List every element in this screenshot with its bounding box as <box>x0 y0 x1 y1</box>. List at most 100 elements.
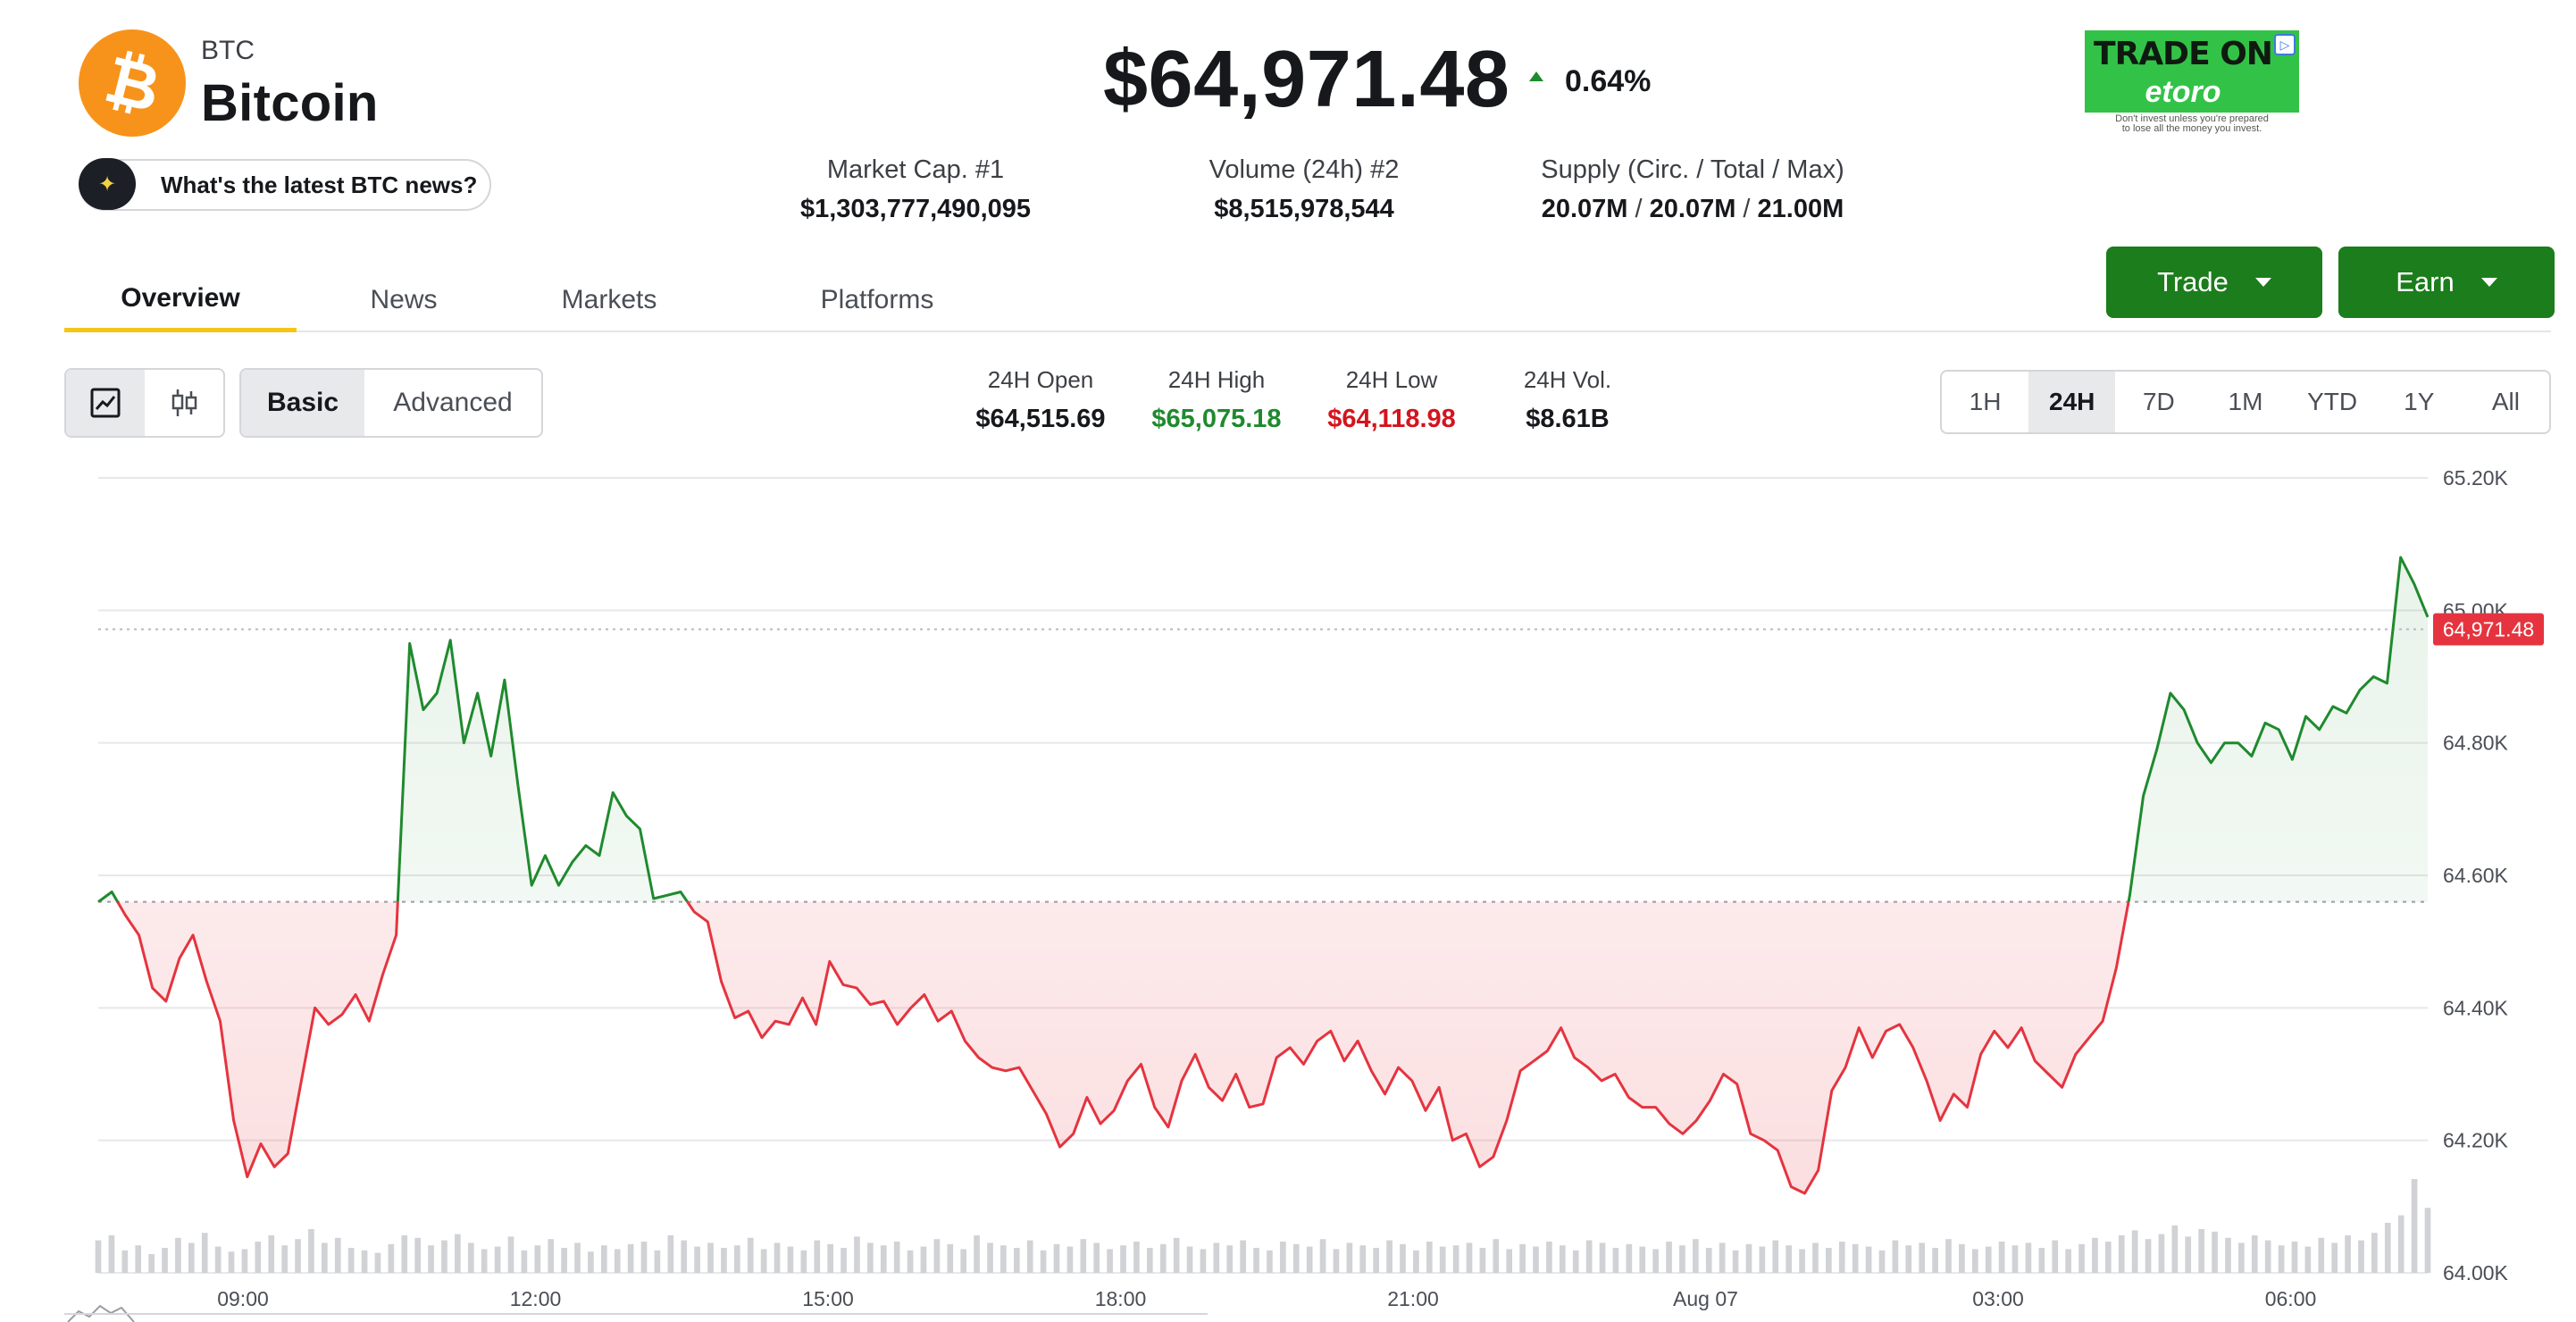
range-1m-button[interactable]: 1M <box>2228 388 2263 415</box>
volume-bar <box>814 1240 821 1273</box>
x-tick-label: 15:00 <box>802 1287 854 1310</box>
volume-bar <box>1386 1240 1393 1273</box>
ohlc-volume: 24H Vol. $8.61B <box>1478 366 1657 434</box>
volume-bar <box>974 1235 980 1273</box>
volume-bar <box>2331 1243 2338 1273</box>
volume-bar <box>920 1246 927 1273</box>
volume-bar <box>1546 1242 1552 1273</box>
volume-bar <box>1932 1248 1938 1273</box>
ad-banner[interactable]: TRADE ON etoro ▷ <box>2085 30 2299 113</box>
volume-bar <box>507 1236 514 1273</box>
volume-bar <box>1599 1243 1606 1273</box>
market-cap-value: $1,303,777,490,095 <box>799 195 1032 223</box>
volume-bar <box>1745 1243 1752 1273</box>
line-chart-button[interactable] <box>66 370 145 436</box>
volume-bar <box>880 1245 887 1273</box>
tab-bar: Overview News Markets Platforms <box>64 268 2551 332</box>
tab-markets[interactable]: Markets <box>561 285 657 314</box>
volume-bar <box>1919 1243 1926 1273</box>
volume-bar <box>241 1249 248 1273</box>
mode-advanced-button[interactable]: Advanced <box>393 388 513 417</box>
y-tick-label: 64.40K <box>2443 996 2509 1019</box>
volume-bar <box>2185 1236 2192 1273</box>
range-24h-button[interactable]: 24H <box>2028 372 2116 432</box>
ad-choices-icon[interactable]: ▷ <box>2274 34 2296 55</box>
volume-bar <box>2411 1179 2418 1273</box>
range-1y-button[interactable]: 1Y <box>2404 388 2435 415</box>
volume-bar <box>281 1245 288 1273</box>
ohlc-volume-value: $8.61B <box>1526 405 1610 433</box>
supply-value: 20.07M / 20.07M / 21.00M <box>1510 195 1876 224</box>
earn-button[interactable]: Earn <box>2338 247 2555 318</box>
y-tick-label: 64.00K <box>2443 1261 2509 1284</box>
volume-bar <box>388 1243 395 1273</box>
volume-bar <box>1066 1246 1074 1273</box>
volume-bar <box>1732 1250 1739 1273</box>
range-1h-button[interactable]: 1H <box>1969 388 2002 415</box>
volume-bar <box>1985 1246 1992 1273</box>
volume-bar <box>1373 1248 1380 1273</box>
volume-bar <box>2198 1229 2204 1273</box>
volume-bar <box>255 1242 262 1273</box>
volume-bar <box>960 1249 967 1273</box>
range-7d-button[interactable]: 7D <box>2142 388 2175 415</box>
price-chart[interactable]: 65.20K65.00K64.80K64.60K64.40K64.20K64.0… <box>0 447 2576 1322</box>
candlestick-chart-button[interactable] <box>145 370 223 436</box>
trade-button[interactable]: Trade <box>2106 247 2322 318</box>
volume-bar <box>1040 1250 1047 1273</box>
volume-bar <box>1319 1239 1326 1273</box>
volume-bar <box>214 1246 222 1273</box>
ohlc-low-label: 24H Low <box>1345 366 1438 393</box>
time-range-selector: 1H 24H 7D 1M YTD 1Y All <box>1940 370 2551 434</box>
volume-bar <box>455 1234 461 1273</box>
volume-bar <box>1998 1242 2005 1273</box>
volume-bar <box>600 1245 607 1273</box>
volume-bar <box>188 1243 195 1273</box>
volume-bar <box>2158 1234 2165 1273</box>
tab-overview[interactable]: Overview <box>64 268 297 332</box>
x-tick-label: 18:00 <box>1095 1287 1147 1310</box>
latest-news-button[interactable]: ✦ What's the latest BTC news? <box>79 158 491 211</box>
volume-bar <box>2384 1223 2391 1273</box>
volume-bar <box>322 1243 328 1273</box>
volume-bar <box>481 1249 488 1273</box>
volume-bar <box>721 1248 727 1273</box>
volume-bar <box>1240 1240 1246 1273</box>
trade-button-label: Trade <box>2157 266 2229 297</box>
x-tick-label: 06:00 <box>2265 1287 2317 1310</box>
volume-bar <box>1852 1243 1859 1273</box>
ohlc-volume-label: 24H Vol. <box>1523 366 1612 393</box>
volume-bar <box>1452 1245 1459 1273</box>
etoro-ad[interactable]: TRADE ON etoro ▷ Don't invest unless you… <box>2085 30 2299 134</box>
volume-bar <box>734 1245 740 1273</box>
volume-bar <box>1945 1239 1952 1273</box>
volume-label: Volume (24h) #2 <box>1209 155 1400 184</box>
tab-platforms[interactable]: Platforms <box>820 285 934 314</box>
coin-logo <box>79 29 186 137</box>
ohlc-high: 24H High $65,075.18 <box>1127 366 1306 434</box>
volume-bar <box>428 1245 434 1273</box>
volume-bar <box>108 1235 115 1273</box>
volume-bar <box>467 1243 474 1273</box>
volume-bar <box>614 1249 621 1273</box>
ohlc-low-value: $64,118.98 <box>1327 405 1456 433</box>
x-tick-label: 09:00 <box>217 1287 269 1310</box>
volume-bar <box>588 1251 594 1273</box>
y-tick-label: 65.20K <box>2443 466 2509 489</box>
volume-bar <box>1292 1243 1300 1273</box>
range-ytd-button[interactable]: YTD <box>2307 388 2358 415</box>
volume-bar <box>1159 1243 1167 1273</box>
volume-bar <box>414 1237 422 1273</box>
tab-news[interactable]: News <box>370 285 438 314</box>
volume-bar <box>2171 1225 2179 1273</box>
volume-bar <box>1280 1242 1286 1273</box>
volume-bar <box>175 1237 181 1273</box>
current-price-tag <box>2433 613 2544 646</box>
ad-disclaimer-line: Don't invest unless you're prepared <box>2115 113 2269 124</box>
range-all-button[interactable]: All <box>2491 388 2520 415</box>
volume-bar <box>1439 1246 1446 1273</box>
volume-bar <box>787 1246 794 1273</box>
volume-bar <box>907 1250 914 1273</box>
volume-bar <box>1400 1243 1406 1273</box>
mode-basic-button[interactable]: Basic <box>241 370 364 436</box>
